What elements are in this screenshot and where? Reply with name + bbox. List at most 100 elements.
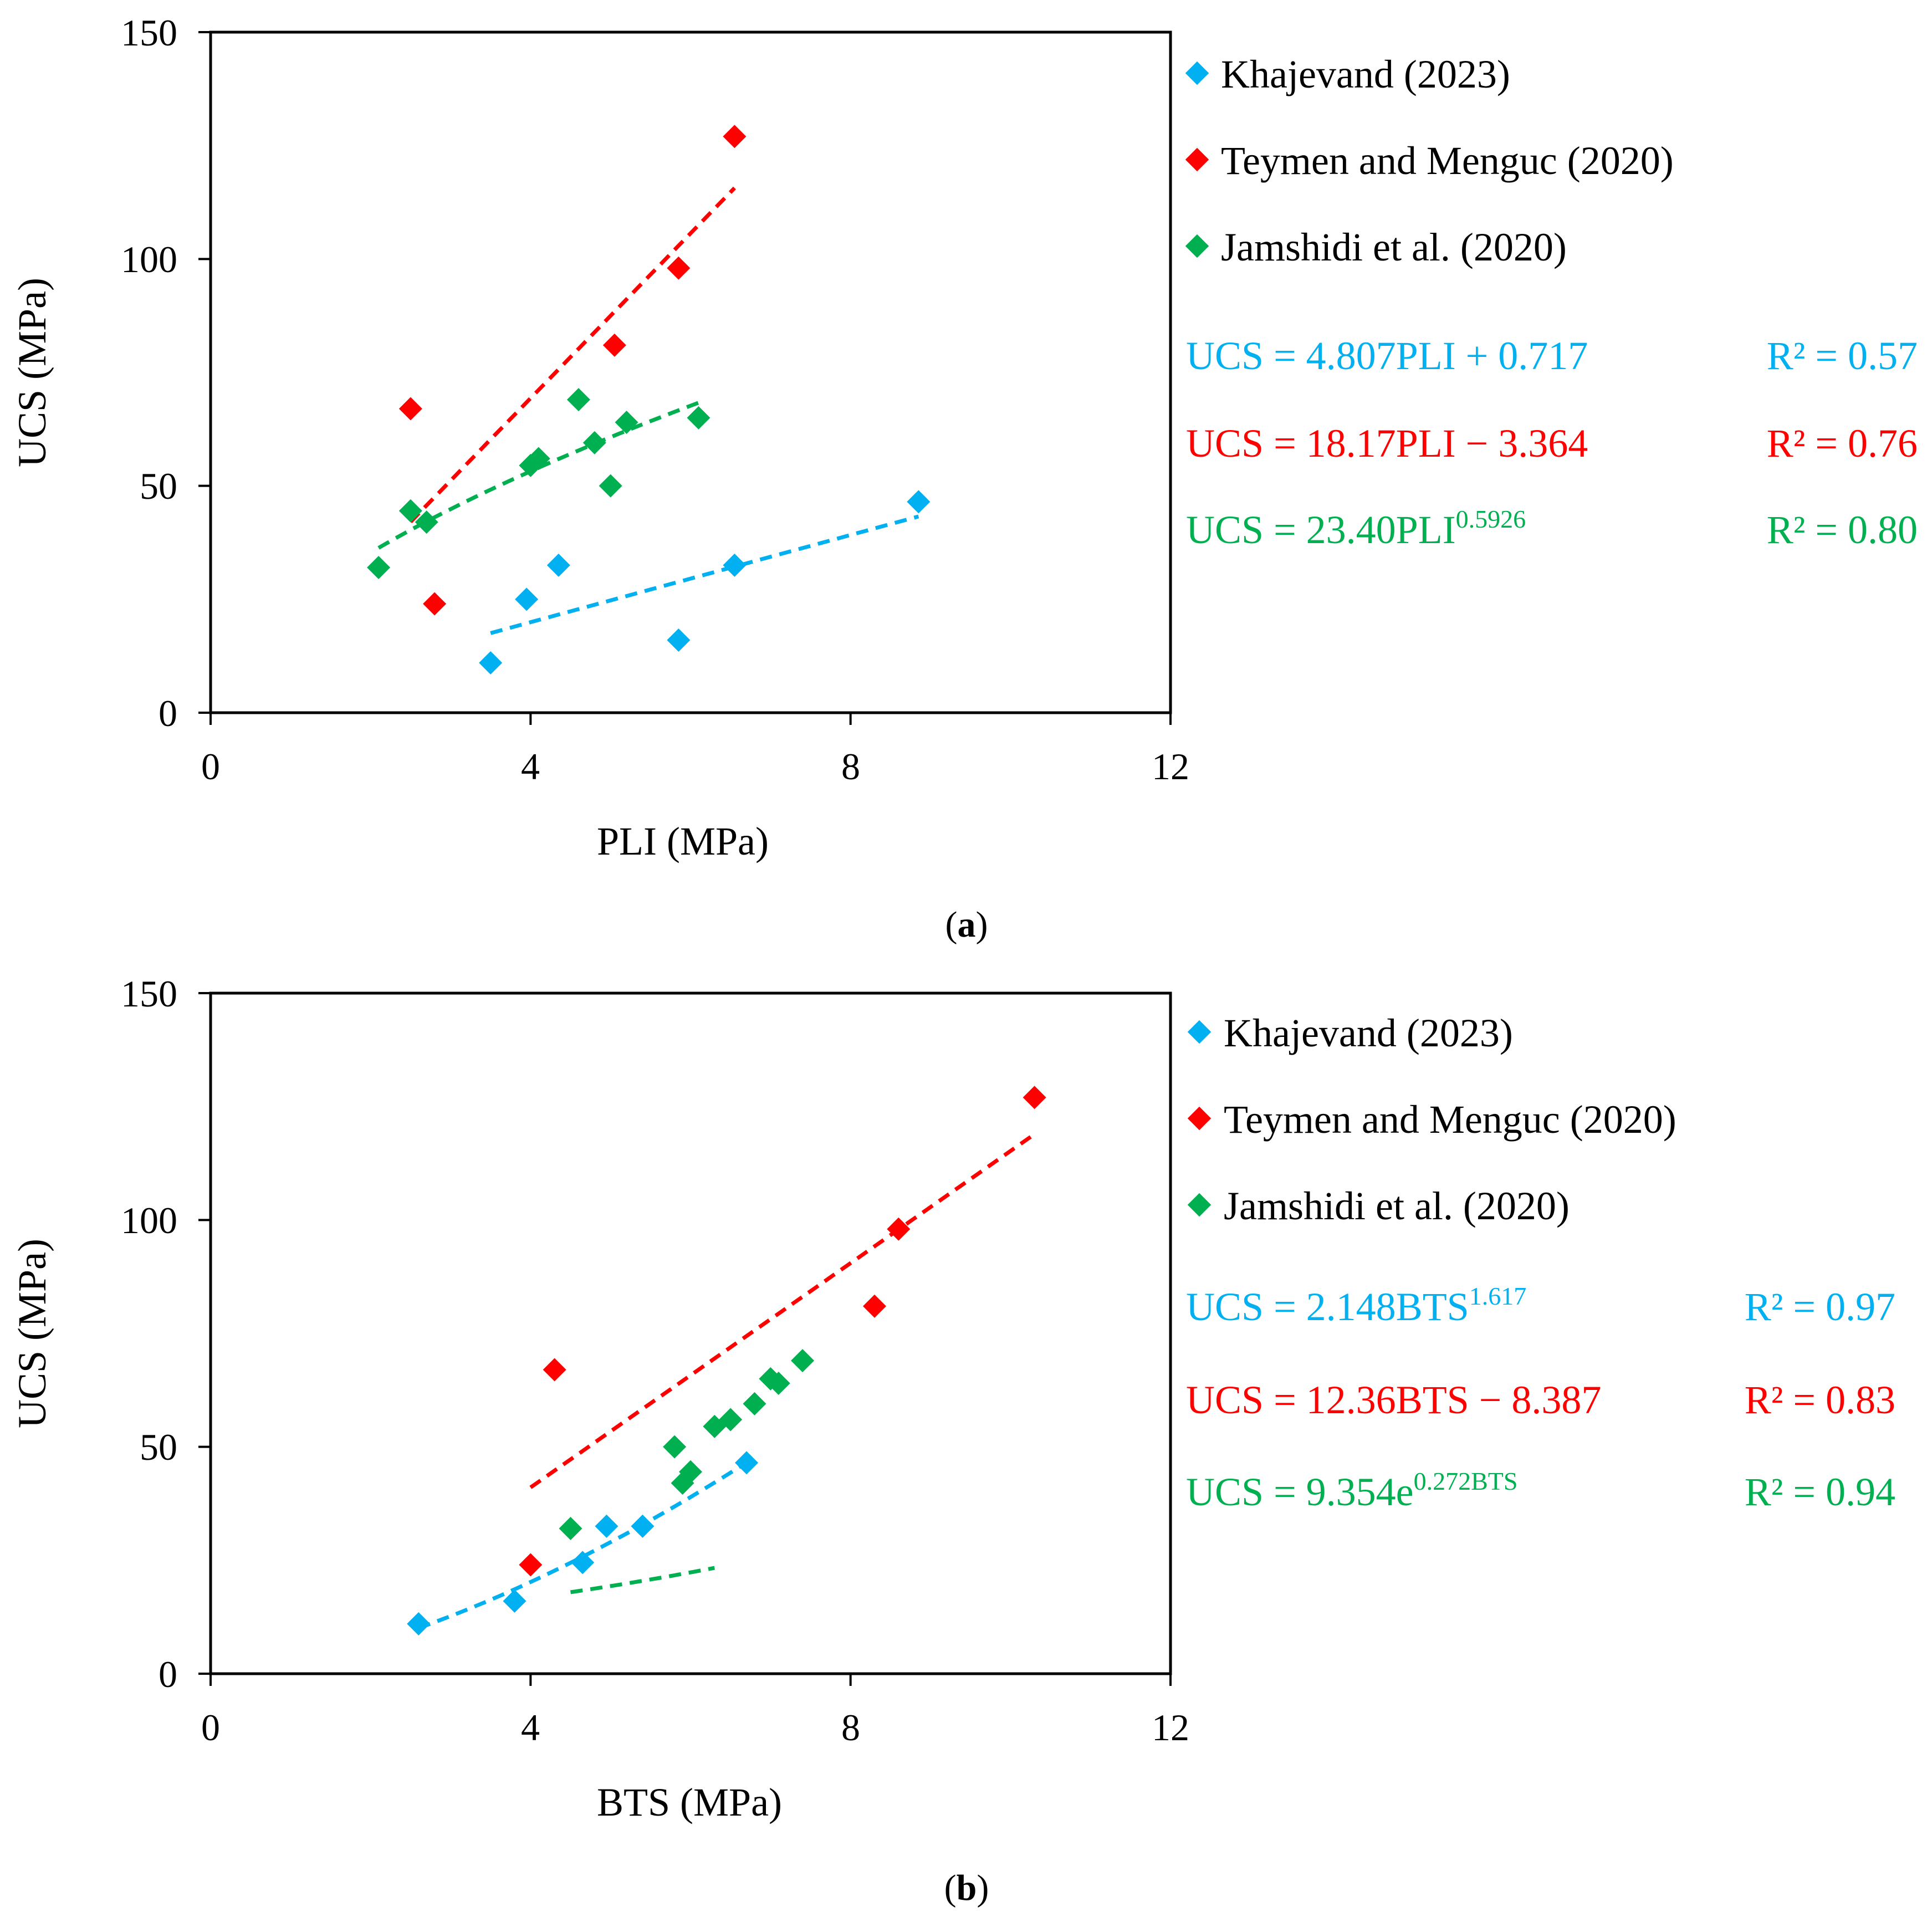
panel-label-a: (a) [945, 904, 988, 945]
equation-exponent: 0.272BTS [1414, 1467, 1518, 1495]
y-tick-label: 100 [121, 1199, 177, 1241]
y-tick-label: 0 [159, 692, 177, 734]
data-point-teymen-and-menguc-2020 [602, 333, 626, 357]
data-point-jamshidi-et-al-2020 [719, 1408, 743, 1432]
equation-base: UCS = 2.148BTS [1186, 1285, 1469, 1329]
x-tick-label: 8 [841, 1706, 860, 1749]
data-point-khajevand-2023 [515, 587, 539, 611]
r2-teymen: R² = 0.83 [1745, 1378, 1895, 1422]
x-tick-label: 0 [201, 745, 220, 788]
plot-area-b [209, 991, 1172, 1675]
r2-teymen: R² = 0.76 [1767, 421, 1918, 466]
r2-jamshidi: R² = 0.80 [1767, 508, 1918, 552]
x-tick-label: 0 [201, 1706, 220, 1749]
data-point-jamshidi-et-al-2020 [415, 510, 438, 534]
y-tick-label: 100 [121, 238, 177, 280]
data-point-khajevand-2023 [407, 1612, 431, 1635]
data-point-teymen-and-menguc-2020 [723, 125, 747, 149]
data-point-jamshidi-et-al-2020 [582, 431, 606, 454]
data-point-jamshidi-et-al-2020 [367, 556, 391, 580]
equation-jamshidi: UCS = 9.354e0.272BTS [1186, 1467, 1518, 1514]
panel-label-letter: b [957, 1868, 977, 1908]
equation-teymen: UCS = 18.17PLI − 3.364 [1186, 421, 1588, 466]
x-axis-title: BTS (MPa) [597, 1780, 782, 1824]
legend: Khajevand (2023) Teymen and Menguc (2020… [1187, 1011, 1677, 1228]
plot-area-a [209, 30, 1172, 714]
legend-marker-jamshidi [1185, 234, 1209, 258]
data-point-teymen-and-menguc-2020 [398, 397, 422, 421]
data-point-jamshidi-et-al-2020 [687, 406, 711, 430]
y-tick-label: 50 [140, 1426, 177, 1468]
data-points [367, 125, 931, 674]
panel-b: 150 100 50 0 0 4 8 12 BTS (MPa) UCS (MPa… [10, 973, 1895, 1908]
equations: UCS = 4.807PLI + 0.717 R² = 0.57 UCS = 1… [1186, 334, 1918, 552]
data-point-jamshidi-et-al-2020 [679, 1460, 702, 1484]
x-axis-title: PLI (MPa) [597, 819, 769, 863]
legend-label: Teymen and Menguc (2020) [1224, 1097, 1677, 1142]
data-point-teymen-and-menguc-2020 [519, 1553, 543, 1577]
data-point-khajevand-2023 [595, 1514, 619, 1538]
legend-marker-khajevand [1185, 61, 1209, 85]
legend-label: Khajevand (2023) [1221, 52, 1510, 96]
data-point-teymen-and-menguc-2020 [887, 1217, 911, 1241]
x-tick-label: 12 [1152, 745, 1189, 788]
data-point-jamshidi-et-al-2020 [766, 1372, 790, 1395]
trendline-khajevand-2023 [418, 1461, 748, 1630]
data-point-teymen-and-menguc-2020 [667, 256, 691, 280]
legend-label: Jamshidi et al. (2020) [1224, 1184, 1570, 1228]
equation-teymen: UCS = 12.36BTS − 8.387 [1186, 1378, 1601, 1422]
panel-a: 150 100 50 0 0 4 8 12 PLI (MPa) UCS (MPa… [10, 12, 1918, 945]
equation-base: UCS = 23.40PLI [1186, 508, 1456, 552]
y-tick-label: 150 [121, 973, 177, 1015]
data-point-teymen-and-menguc-2020 [862, 1294, 886, 1318]
data-point-jamshidi-et-al-2020 [398, 499, 422, 523]
data-point-khajevand-2023 [631, 1514, 655, 1538]
panel-label-close: ) [976, 904, 988, 945]
y-tick-label: 150 [121, 12, 177, 54]
panel-label-b: (b) [944, 1868, 989, 1908]
panel-label-letter: a [958, 904, 976, 945]
data-points [407, 1086, 1046, 1635]
data-point-teymen-and-menguc-2020 [423, 592, 447, 616]
trendline-khajevand-2023 [490, 514, 919, 635]
data-point-khajevand-2023 [735, 1451, 759, 1475]
panel-label-close: ) [977, 1868, 989, 1908]
equation-jamshidi: UCS = 23.40PLI0.5926 [1186, 505, 1526, 552]
x-tick-label: 12 [1152, 1706, 1189, 1749]
fit-lines [377, 186, 919, 635]
trendline-jamshidi-et-al-2020 [570, 1566, 715, 1594]
y-axis-title: UCS (MPa) [10, 1239, 54, 1428]
legend-label: Teymen and Menguc (2020) [1221, 139, 1674, 183]
panel-label-open: ( [944, 1868, 957, 1908]
data-point-teymen-and-menguc-2020 [1023, 1086, 1046, 1110]
legend: Khajevand (2023) Teymen and Menguc (2020… [1185, 52, 1674, 269]
equation-khajevand: UCS = 4.807PLI + 0.717 [1186, 334, 1588, 378]
legend-marker-jamshidi [1187, 1193, 1212, 1217]
r2-khajevand: R² = 0.97 [1745, 1285, 1895, 1329]
r2-khajevand: R² = 0.57 [1767, 334, 1918, 378]
equation-exponent: 0.5926 [1456, 505, 1526, 533]
trendline-teymen-and-menguc-2020 [409, 186, 736, 524]
equation-khajevand: UCS = 2.148BTS1.617 [1186, 1282, 1526, 1329]
data-point-khajevand-2023 [479, 651, 503, 674]
legend-label: Jamshidi et al. (2020) [1221, 225, 1567, 269]
data-point-khajevand-2023 [723, 553, 747, 577]
r2-jamshidi: R² = 0.94 [1745, 1470, 1895, 1514]
data-point-khajevand-2023 [667, 628, 691, 652]
x-tick-label: 4 [521, 1706, 540, 1749]
trendline-teymen-and-menguc-2020 [529, 1132, 1036, 1489]
legend-marker-khajevand [1187, 1020, 1212, 1044]
equation-exponent: 1.617 [1469, 1282, 1527, 1310]
data-point-jamshidi-et-al-2020 [566, 388, 590, 412]
legend-label: Khajevand (2023) [1224, 1011, 1513, 1055]
equation-base: UCS = 9.354e [1186, 1470, 1414, 1514]
panel-label-open: ( [945, 904, 958, 945]
fit-lines [418, 1132, 1036, 1630]
data-point-khajevand-2023 [571, 1551, 595, 1575]
data-point-jamshidi-et-al-2020 [663, 1435, 687, 1459]
equations: UCS = 2.148BTS1.617 R² = 0.97 UCS = 12.3… [1186, 1282, 1895, 1514]
data-point-jamshidi-et-al-2020 [743, 1392, 766, 1415]
data-point-jamshidi-et-al-2020 [527, 447, 550, 471]
data-point-khajevand-2023 [546, 553, 570, 577]
